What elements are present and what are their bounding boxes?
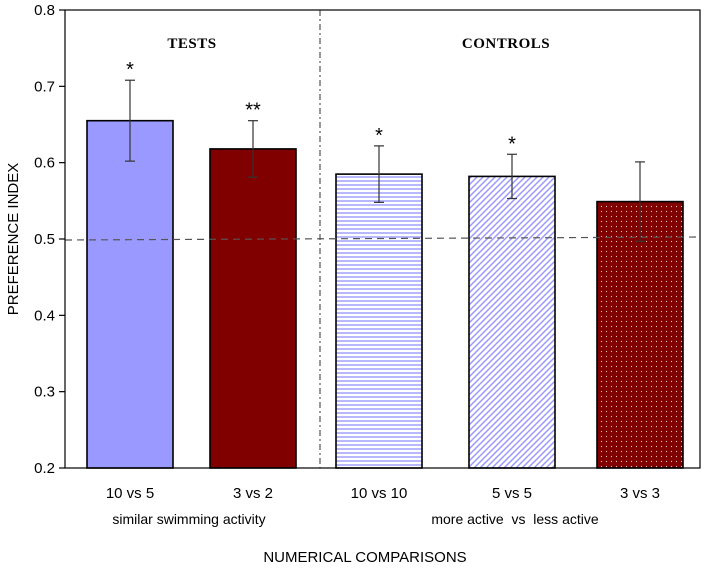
significance-markers: **** * [126, 59, 516, 155]
category-label-0: 10 vs 5 [106, 485, 154, 502]
y-tick-label: 0.5 [34, 231, 55, 248]
bar-1 [209, 148, 297, 469]
significance-marker-1: ** [245, 100, 261, 122]
x-axis-title: NUMERICAL COMPARISONS [263, 549, 466, 566]
y-axis: 0.2 0.3 0.4 0.5 0.6 0.7 0.8 [34, 2, 65, 477]
group-label-more-vs-less-active: more active vs less active [431, 511, 598, 527]
bar-0 [86, 119, 174, 469]
y-tick-label: 0.3 [34, 384, 55, 401]
category-label-3: 5 vs 5 [492, 485, 532, 502]
significance-marker-2: * [375, 125, 383, 147]
y-tick-label: 0.8 [34, 2, 55, 19]
bars [86, 119, 684, 469]
y-axis-title: PREFERENCE INDEX [5, 163, 22, 316]
bar-3 [468, 175, 556, 469]
significance-marker-0: * [126, 59, 134, 81]
significance-marker-3: * [508, 133, 516, 155]
bar-2 [335, 173, 423, 469]
x-axis-categories: 10 vs 5 3 vs 2 10 vs 10 5 vs 5 3 vs 3 [106, 485, 660, 502]
bar-4 [596, 200, 684, 469]
category-label-1: 3 vs 2 [233, 485, 273, 502]
plot-area: 0.20.30.40.50.60.70.8 **** * [34, 2, 701, 477]
y-tick-label: 0.2 [34, 460, 55, 477]
y-tick-label: 0.6 [34, 155, 55, 172]
reference-line [64, 236, 701, 241]
error-bars [125, 79, 645, 242]
y-tick-label: 0.4 [34, 307, 55, 324]
category-label-2: 10 vs 10 [351, 485, 408, 502]
section-label-controls: CONTROLS [462, 36, 550, 52]
y-tick-label: 0.7 [34, 78, 55, 95]
group-label-similar-activity: similar swimming activity [112, 511, 265, 527]
section-label-tests: TESTS [167, 36, 216, 52]
category-label-4: 3 vs 3 [620, 485, 660, 502]
